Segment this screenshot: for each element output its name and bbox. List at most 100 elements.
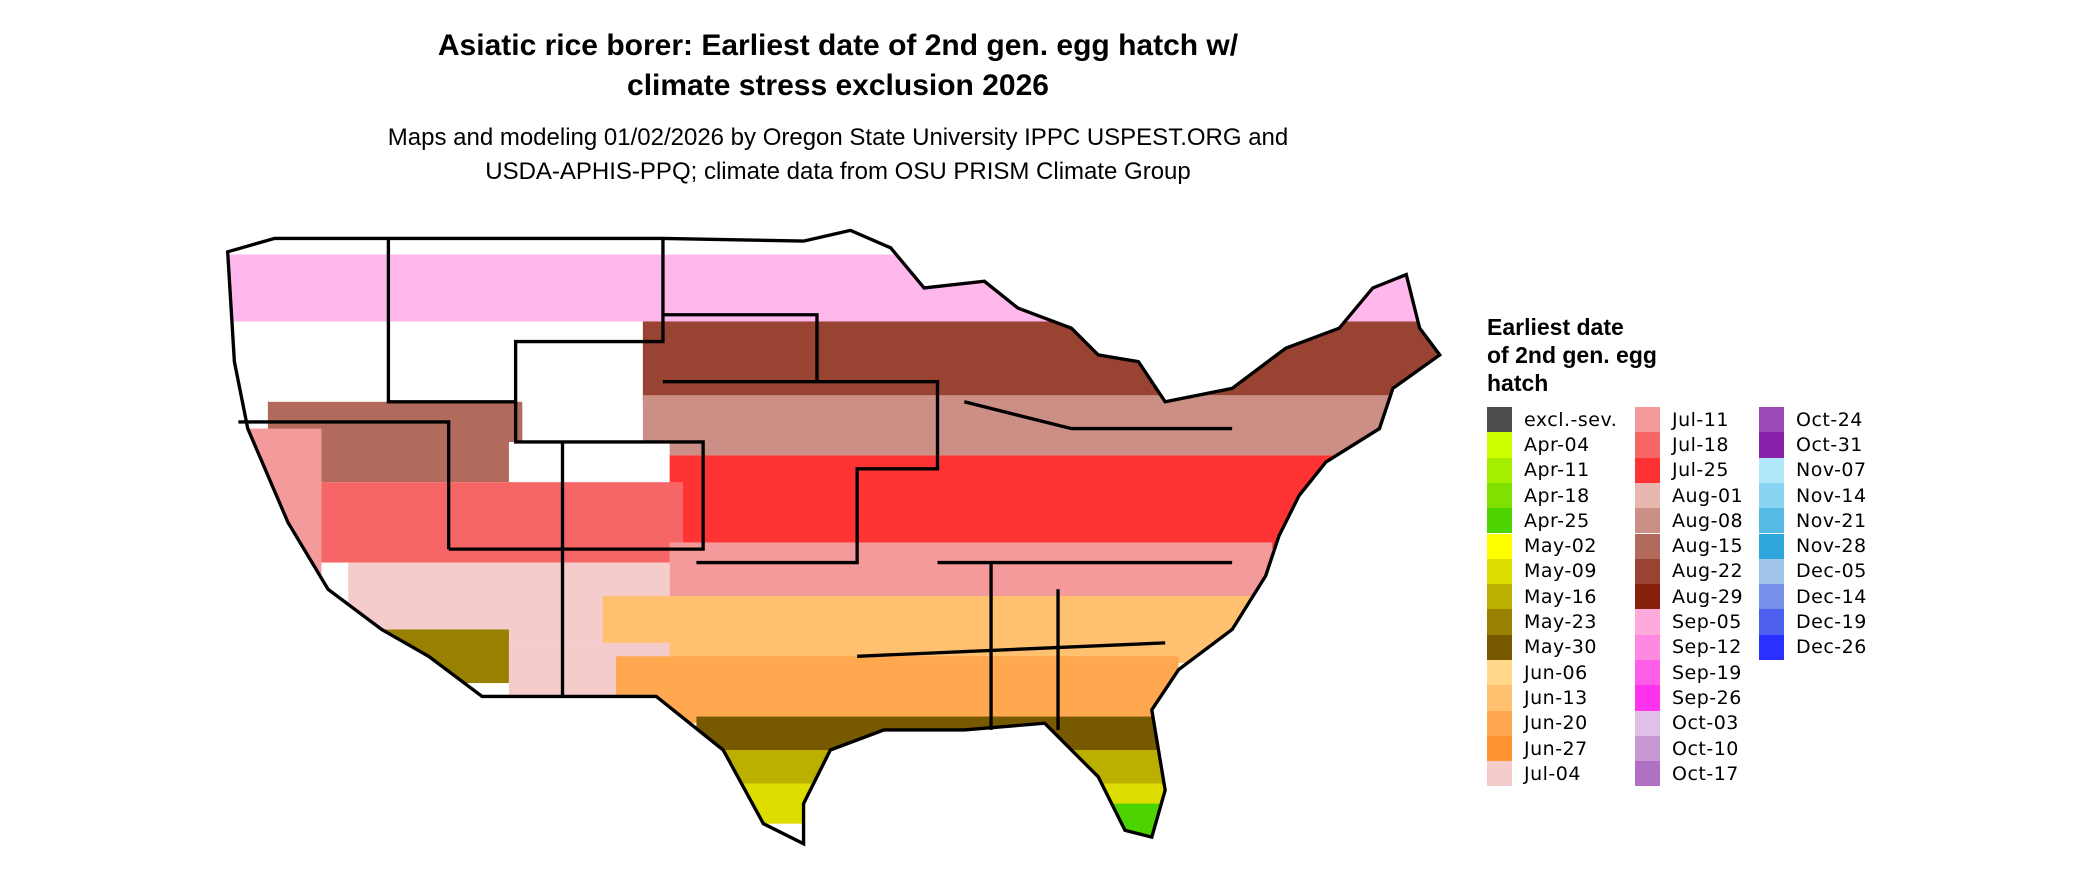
- legend-item: Aug-22: [1635, 558, 1744, 585]
- legend-label: Aug-29: [1672, 585, 1744, 608]
- legend-swatch: [1635, 558, 1660, 585]
- legend-swatch: [1759, 432, 1784, 458]
- legend-swatch: [1759, 482, 1784, 509]
- legend-swatch: [1759, 407, 1784, 433]
- legend-label: Dec-26: [1796, 636, 1867, 659]
- legend-swatch: [1759, 457, 1784, 483]
- legend-item: Jun-27: [1487, 735, 1588, 762]
- legend-item: Nov-07: [1759, 457, 1867, 483]
- legend-swatch: [1487, 685, 1512, 711]
- legend-label: Aug-01: [1672, 484, 1744, 507]
- legend-item: excl.-sev.: [1487, 407, 1618, 433]
- legend-item: Nov-28: [1759, 533, 1867, 559]
- legend-title-line: hatch: [1487, 370, 1549, 396]
- legend-item: Oct-17: [1635, 761, 1739, 787]
- legend-label: Jul-11: [1672, 408, 1729, 431]
- legend-label: May-30: [1524, 636, 1597, 659]
- legend-swatch: [1759, 584, 1784, 610]
- legend-label: Sep-26: [1672, 686, 1742, 709]
- legend-label: excl.-sev.: [1524, 408, 1618, 431]
- legend-swatch: [1487, 482, 1512, 509]
- legend-label: Jun-27: [1524, 737, 1588, 760]
- legend-title-line: of 2nd gen. egg: [1487, 342, 1657, 368]
- legend-label: Sep-12: [1672, 636, 1742, 659]
- legend-item: Apr-04: [1487, 432, 1590, 458]
- legend-swatch: [1635, 634, 1660, 660]
- legend-label: Dec-19: [1796, 611, 1867, 634]
- legend-item: Jun-13: [1487, 685, 1588, 711]
- legend-swatch: [1487, 407, 1512, 433]
- legend-item: Dec-14: [1759, 584, 1867, 610]
- legend-label: Nov-21: [1796, 509, 1867, 532]
- legend-label: Oct-17: [1672, 762, 1739, 785]
- state-borders: [225, 228, 1443, 847]
- legend-title-line: Earliest date: [1487, 314, 1624, 340]
- legend-swatch: [1487, 660, 1512, 686]
- legend-item: Aug-15: [1635, 533, 1744, 559]
- map-title-line-1: Asiatic rice borer: Earliest date of 2nd…: [437, 29, 1239, 62]
- legend-label: Jul-04: [1524, 762, 1581, 785]
- legend-label: Dec-05: [1796, 560, 1867, 583]
- legend-swatch: [1487, 432, 1512, 458]
- legend-label: Dec-14: [1796, 585, 1867, 608]
- legend-item: Apr-25: [1487, 508, 1590, 534]
- legend-swatch: [1635, 710, 1660, 736]
- legend-item: Aug-01: [1635, 482, 1744, 509]
- legend-item: Sep-12: [1635, 634, 1742, 660]
- legend-item: Jul-04: [1487, 761, 1581, 787]
- legend-label: Jun-13: [1524, 686, 1588, 709]
- legend-label: Nov-07: [1796, 459, 1867, 482]
- legend-item: May-09: [1487, 558, 1597, 585]
- legend-swatch: [1635, 609, 1660, 635]
- legend-label: Nov-14: [1796, 484, 1867, 507]
- legend-label: Oct-10: [1672, 737, 1739, 760]
- legend-swatch: [1759, 558, 1784, 585]
- legend-item: Aug-08: [1635, 508, 1743, 534]
- legend-item: Sep-26: [1635, 685, 1742, 711]
- legend-label: May-16: [1524, 585, 1597, 608]
- legend-item: May-30: [1487, 634, 1597, 660]
- legend-item: Nov-14: [1759, 482, 1867, 509]
- legend-item: Jun-20: [1487, 710, 1588, 736]
- legend-label: Jul-18: [1672, 433, 1729, 456]
- legend-swatch: [1635, 761, 1660, 787]
- legend-swatch: [1635, 735, 1660, 762]
- legend-label: Jun-20: [1524, 712, 1588, 735]
- legend-label: Aug-22: [1672, 560, 1744, 583]
- legend-swatch: [1487, 735, 1512, 762]
- legend-swatch: [1635, 533, 1660, 559]
- legend-item: Dec-05: [1759, 558, 1867, 585]
- legend-label: Jun-06: [1524, 661, 1588, 684]
- legend-swatch: [1759, 533, 1784, 559]
- legend-swatch: [1487, 634, 1512, 660]
- legend-label: Oct-03: [1672, 712, 1739, 735]
- legend-item: Jul-25: [1635, 457, 1729, 483]
- legend-item: Oct-31: [1759, 432, 1863, 458]
- legend-swatch: [1487, 609, 1512, 635]
- map-title-line-2: climate stress exclusion 2026: [627, 69, 1049, 102]
- legend-item: Jun-06: [1487, 660, 1588, 686]
- legend-item: Jul-18: [1635, 432, 1729, 458]
- legend-item: Oct-10: [1635, 735, 1739, 762]
- legend-item: Sep-05: [1635, 609, 1742, 635]
- legend-item: May-02: [1487, 533, 1597, 559]
- legend-label: Jul-25: [1672, 459, 1729, 482]
- legend-label: Apr-18: [1524, 484, 1590, 507]
- legend-title: Earliest date of 2nd gen. egg hatch: [1487, 313, 1737, 397]
- legend-swatch: [1635, 432, 1660, 458]
- legend-swatch: [1487, 584, 1512, 610]
- legend-swatch: [1759, 634, 1784, 660]
- legend-label: May-02: [1524, 535, 1597, 558]
- legend-label: May-09: [1524, 560, 1597, 583]
- legend-swatch: [1487, 457, 1512, 483]
- legend-label: Nov-28: [1796, 535, 1867, 558]
- legend-swatch: [1635, 660, 1660, 686]
- legend-label: May-23: [1524, 611, 1597, 634]
- legend-item: Sep-19: [1635, 660, 1742, 686]
- legend-swatch: [1487, 761, 1512, 787]
- legend-swatch: [1487, 710, 1512, 736]
- legend-item: Dec-19: [1759, 609, 1867, 635]
- legend-label: Aug-15: [1672, 535, 1744, 558]
- legend-swatch: [1635, 407, 1660, 433]
